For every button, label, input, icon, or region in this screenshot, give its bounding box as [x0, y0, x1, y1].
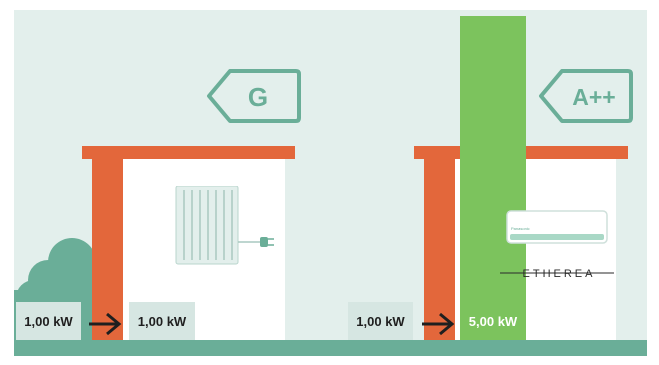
right-house-pillar	[424, 155, 455, 341]
left-house-pillar	[92, 155, 123, 341]
energy-label-g: G	[207, 69, 301, 123]
left-house-roof	[82, 146, 295, 159]
right-output-power: 5,00 kW	[460, 302, 526, 341]
energy-label-app: A++	[539, 69, 633, 123]
ground-strip	[14, 340, 647, 356]
energy-label-g-text: G	[248, 82, 268, 112]
unit-brand-text: Panasonic	[511, 226, 530, 231]
left-output-power: 1,00 kW	[129, 302, 195, 341]
etherea-brand-mark: ETHEREA	[500, 268, 614, 280]
arrow-right-icon	[422, 312, 455, 336]
left-input-power: 1,00 kW	[16, 302, 81, 341]
right-input-power: 1,00 kW	[348, 302, 413, 341]
air-conditioner-icon: Panasonic	[506, 210, 608, 244]
heat-output-bar	[460, 16, 526, 356]
etherea-text: ETHEREA	[523, 268, 596, 280]
arrow-right-icon	[89, 312, 122, 336]
energy-label-app-text: A++	[572, 84, 615, 110]
radiator-icon	[175, 186, 274, 265]
